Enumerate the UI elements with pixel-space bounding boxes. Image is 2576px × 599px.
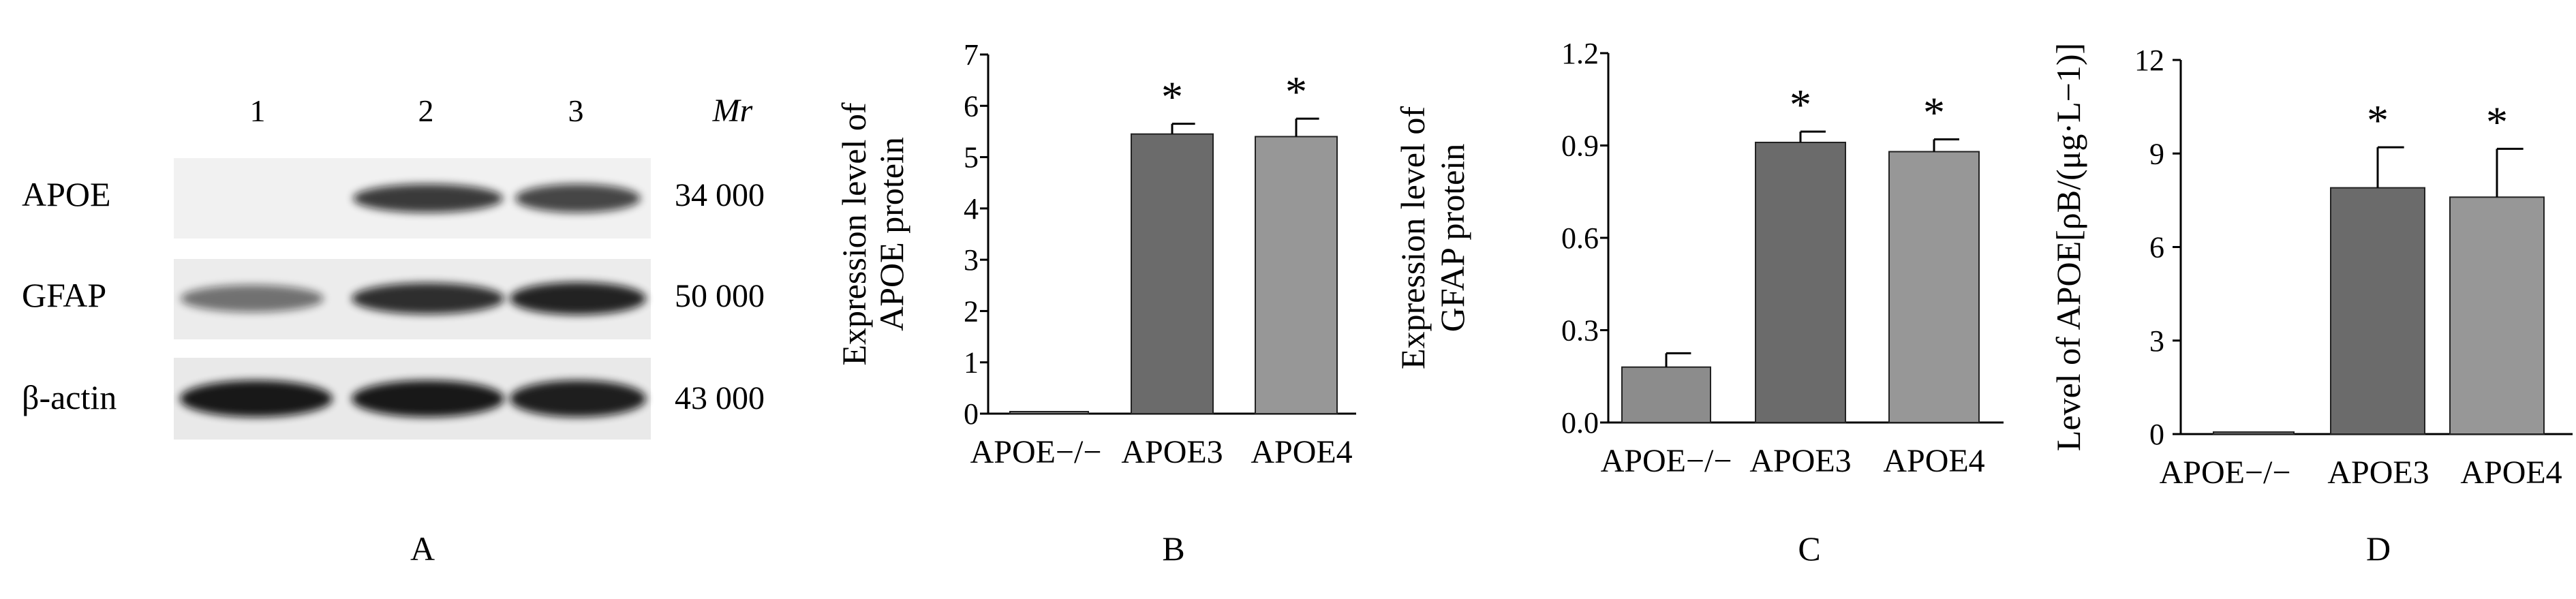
bar [2449, 196, 2545, 435]
panel-letter-a: A [410, 529, 435, 568]
bar [2213, 431, 2295, 435]
gfap-band-lane-1 [181, 285, 324, 312]
bar [1888, 151, 1980, 424]
y-tick-label: 0 [2149, 418, 2164, 451]
mr-header: Mr [712, 93, 753, 129]
mr-value-gfap: 50 000 [675, 278, 765, 314]
panel-letter: D [2366, 529, 2391, 568]
panel-letter: B [1162, 529, 1184, 568]
y-tick-label: 3 [964, 243, 979, 277]
bar-chart-b: 0 1 2 3 4 5 6 7 Expression level of APOE protein A… [835, 38, 1356, 568]
y-tick-label: 6 [964, 89, 979, 123]
bar [1255, 136, 1338, 414]
bar [1755, 141, 1846, 423]
x-category-label: APOE4 [2460, 455, 2562, 491]
y-axis-title: GFAP protein [1433, 144, 1471, 332]
lane-label-2: 2 [418, 93, 434, 128]
x-category-label: APOE−/− [970, 434, 1102, 470]
x-category-label: APOE−/− [2160, 455, 2291, 491]
significance-marker: * [2367, 96, 2389, 144]
bar [1131, 133, 1214, 414]
bar-chart-c: 0.0 0.3 0.6 0.9 1.2 Expression level of GFAP p… [1394, 37, 2004, 568]
x-category-label: APOE4 [1251, 434, 1352, 470]
y-tick-label: 0.6 [1561, 221, 1599, 255]
apoe-band-lane-2 [353, 184, 503, 213]
mr-value-apoe: 34 000 [675, 177, 765, 213]
beta-actin-band-lane-1 [180, 380, 333, 417]
y-tick-label: 0 [964, 397, 979, 431]
y-tick-label: 4 [964, 192, 979, 226]
y-tick-label: 6 [2149, 231, 2164, 264]
x-category-label: APOE−/− [1601, 443, 1732, 479]
significance-marker: * [1285, 67, 1307, 116]
significance-marker: * [2486, 97, 2508, 146]
y-tick-label: 9 [2149, 137, 2164, 170]
y-tick-label: 3 [2149, 324, 2164, 358]
y-tick-label: 0.3 [1561, 314, 1599, 348]
lane-label-3: 3 [568, 93, 584, 128]
blot-row-label-gfap: GFAP [22, 276, 106, 314]
y-axis-title: Expression level of [1394, 106, 1432, 369]
lane-label-1: 1 [250, 93, 266, 128]
blot-row-label-beta-actin: β-actin [22, 378, 117, 416]
beta-actin-band-lane-2 [352, 380, 504, 417]
apoe-band-lane-3 [515, 184, 641, 213]
bar [2330, 187, 2425, 435]
western-blot-panel: 1 2 3 Mr APOE 34 000 GFAP 50 000 β-actin… [22, 93, 765, 568]
bar [1621, 366, 1711, 424]
y-tick-label: 7 [964, 38, 979, 72]
significance-marker: * [1923, 88, 1945, 136]
bar-chart-d: 0 3 6 9 12 Level of APOE[ρB/(μg·L−1)] APOE−/− *… [2049, 43, 2573, 568]
gfap-band-lane-2 [352, 283, 504, 314]
y-axis-title: APOE protein [872, 137, 910, 331]
beta-actin-band-lane-3 [510, 380, 646, 417]
y-tick-label: 2 [964, 294, 979, 328]
gfap-band-lane-3 [510, 282, 646, 315]
y-tick-label: 5 [964, 141, 979, 174]
significance-marker: * [1790, 80, 1811, 129]
y-axis-title: Expression level of [835, 102, 873, 365]
x-category-label: APOE4 [1883, 443, 1984, 479]
significance-marker: * [1161, 73, 1183, 121]
x-category-label: APOE3 [1749, 443, 1851, 479]
y-axis-title: Level of APOE[ρB/(μg·L−1)] [2049, 43, 2087, 451]
x-category-label: APOE3 [2327, 455, 2429, 491]
bar [1009, 411, 1089, 414]
x-category-label: APOE3 [1121, 434, 1223, 470]
y-tick-label: 0.0 [1561, 406, 1599, 440]
y-tick-label: 12 [2134, 44, 2164, 77]
mr-value-beta-actin: 43 000 [675, 380, 765, 416]
blot-row-label-apoe: APOE [22, 175, 111, 213]
y-tick-label: 1.2 [1561, 37, 1599, 70]
y-tick-label: 0.9 [1561, 129, 1599, 163]
panel-letter: C [1798, 529, 1820, 568]
y-tick-label: 1 [964, 346, 979, 380]
